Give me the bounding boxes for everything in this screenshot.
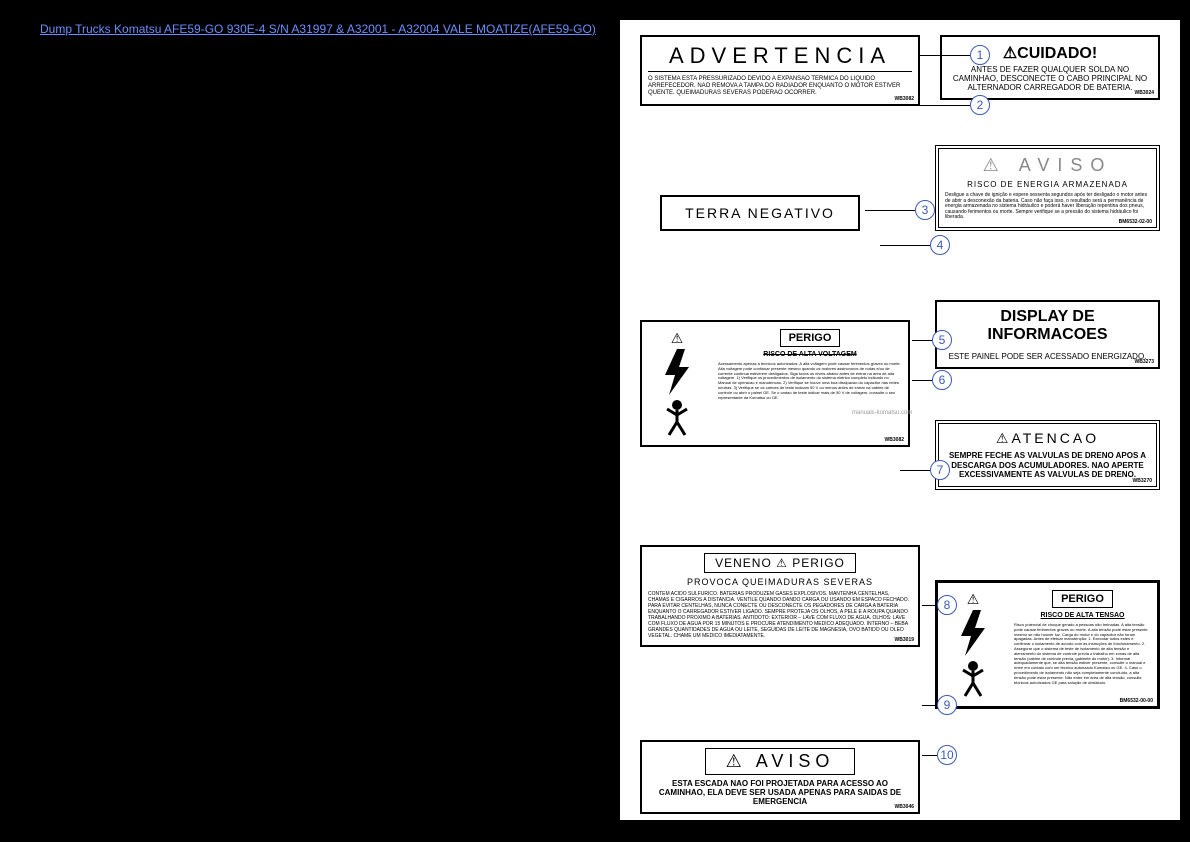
code: WB3082 — [895, 96, 914, 102]
label-cuidado: ⚠CUIDADO! ANTES DE FAZER QUALQUER SOLDA … — [940, 35, 1160, 100]
callout-9: 9 — [937, 695, 957, 715]
callout-5: 5 — [932, 330, 952, 350]
aviso1-title: ⚠ AVISO — [945, 155, 1150, 176]
perigo-sub: RISCO DE ALTA VOLTAGEM — [718, 351, 902, 358]
atencao-title: ⚠ATENCAO — [945, 430, 1150, 447]
code: WB3270 — [1133, 478, 1152, 484]
leader-line — [880, 245, 930, 246]
cuidado-text: ANTES DE FAZER QUALQUER SOLDA NO CAMINHA… — [948, 65, 1152, 92]
callout-7: 7 — [930, 460, 950, 480]
perigo2-sub: RISCO DE ALTA TENSAO — [1014, 612, 1151, 619]
label-perigo-tensao: ⚠ PERIGO RISCO DE ALTA TENSAO Risco pote… — [935, 580, 1160, 709]
label-advertencia: ADVERTENCIA O SISTEMA ESTA PRESSURIZADO … — [640, 35, 920, 106]
code: WB3046 — [895, 804, 914, 810]
callout-2: 2 — [970, 95, 990, 115]
warning-icon: ⚠ — [671, 330, 684, 347]
callout-6: 6 — [932, 370, 952, 390]
callout-1: 1 — [970, 45, 990, 65]
display-title1: DISPLAY DE — [943, 308, 1152, 326]
label-aviso-energia: ⚠ AVISO RISCO DE ENERGIA ARMAZENADA Desl… — [935, 145, 1160, 231]
watermark: manuals-komatsu.com — [852, 410, 912, 416]
veneno-sub: PROVOCA QUEIMADURAS SEVERAS — [648, 577, 912, 587]
atencao-text: SEMPRE FECHE AS VALVULAS DE DRENO APOS A… — [945, 451, 1150, 480]
bolt-icon — [657, 347, 697, 397]
callout-4: 4 — [930, 235, 950, 255]
callout-3: 3 — [915, 200, 935, 220]
leader-line — [900, 470, 930, 471]
warning-icon: ⚠ — [967, 591, 980, 608]
label-atencao: ⚠ATENCAO SEMPRE FECHE AS VALVULAS DE DRE… — [935, 420, 1160, 490]
label-aviso-escada: ⚠ AVISO ESTA ESCADA NAO FOI PROJETADA PA… — [640, 740, 920, 814]
perigo2-text-col: PERIGO RISCO DE ALTA TENSAO Risco potenc… — [1008, 583, 1157, 706]
leader-line — [922, 755, 937, 756]
veneno-text: CONTEM ACIDO SULFURICO. BATERIAS PRODUZE… — [648, 591, 912, 639]
code: WB3024 — [1135, 90, 1154, 96]
aviso2-text: ESTA ESCADA NAO FOI PROJETADA PARA ACESS… — [648, 779, 912, 806]
label-perigo-voltagem: ⚠ PERIGO RISCO DE ALTA VOLTAGEM Acessame… — [640, 320, 910, 447]
display-text: ESTE PAINEL PODE SER ACESSADO ENERGIZADO… — [943, 352, 1152, 361]
leader-line — [922, 705, 937, 706]
leader-line — [922, 605, 937, 606]
perigo-header: PERIGO — [780, 329, 841, 347]
aviso2-title: ⚠ AVISO — [705, 748, 856, 775]
code: WB3273 — [1135, 359, 1154, 365]
leader-line — [920, 105, 970, 106]
breadcrumb-link[interactable]: Dump Trucks Komatsu AFE59-GO 930E-4 S/N … — [40, 22, 596, 36]
leader-line — [865, 210, 915, 211]
display-title2: INFORMACOES — [943, 326, 1152, 344]
shock-person-icon — [953, 658, 993, 698]
perigo2-header: PERIGO — [1052, 590, 1113, 608]
aviso1-text: Desligue a chave de ignição e espere ses… — [945, 193, 1150, 221]
perigo-icon-col: ⚠ — [642, 322, 712, 445]
label-veneno: VENENO ⚠ PERIGO PROVOCA QUEIMADURAS SEVE… — [640, 545, 920, 647]
code: BM6532-00-00 — [1120, 698, 1153, 704]
leader-line — [912, 380, 932, 381]
left-panel: Dump Trucks Komatsu AFE59-GO 930E-4 S/N … — [40, 20, 600, 38]
label-terra: TERRA NEGATIVO — [660, 195, 860, 231]
callout-8: 8 — [937, 595, 957, 615]
bolt-icon — [953, 608, 993, 658]
shock-person-icon — [657, 397, 697, 437]
perigo-text-col: PERIGO RISCO DE ALTA VOLTAGEM Acessament… — [712, 322, 908, 445]
leader-line — [920, 55, 970, 56]
code: BM6532-02-00 — [1119, 219, 1152, 225]
veneno-title: VENENO ⚠ PERIGO — [704, 553, 856, 573]
label-display: DISPLAY DE INFORMACOES ESTE PAINEL PODE … — [935, 300, 1160, 369]
advertencia-title: ADVERTENCIA — [648, 43, 912, 72]
perigo2-body: Risco potencial de choque gerado a pesso… — [1014, 623, 1151, 685]
perigo-body: Acessamento apenas a tecnicos autorizado… — [718, 362, 902, 400]
terra-title: TERRA NEGATIVO — [670, 205, 850, 221]
aviso1-sub: RISCO DE ENERGIA ARMAZENADA — [945, 180, 1150, 189]
code: WB3019 — [895, 637, 914, 643]
advertencia-text: O SISTEMA ESTA PRESSURIZADO DEVIDO A EXP… — [648, 76, 912, 98]
callout-10: 10 — [937, 745, 957, 765]
leader-line — [912, 340, 932, 341]
code: WB3082 — [885, 437, 904, 443]
right-panel: ADVERTENCIA O SISTEMA ESTA PRESSURIZADO … — [620, 20, 1180, 820]
